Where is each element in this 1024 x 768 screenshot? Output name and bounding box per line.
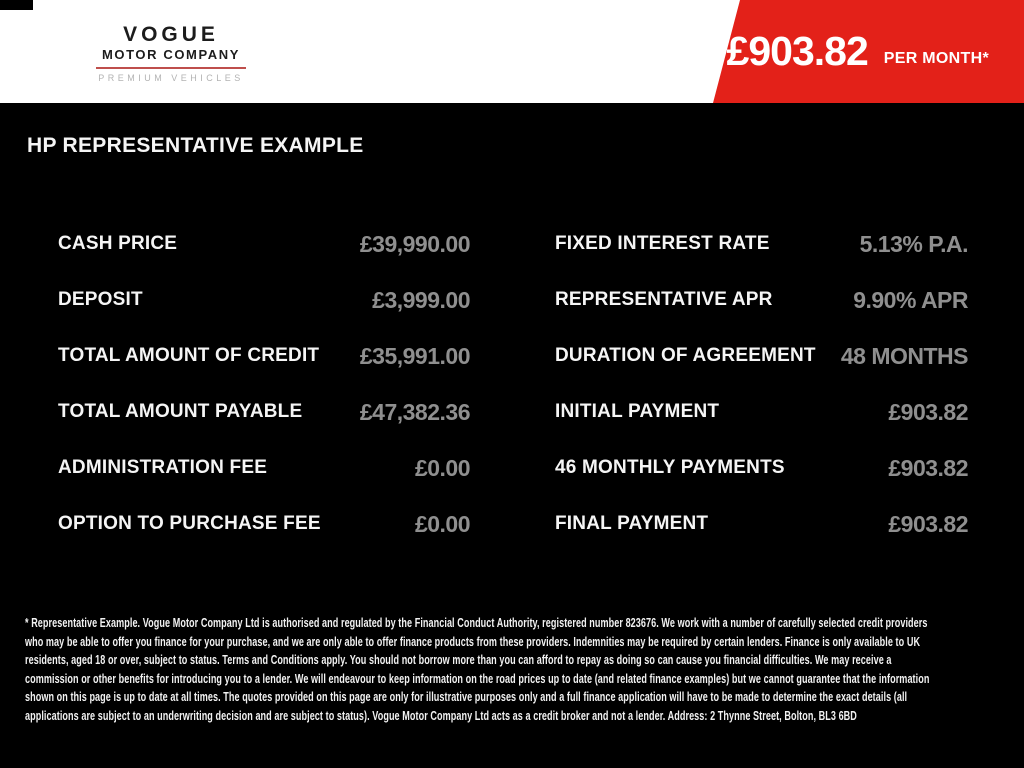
- finance-value: £903.82: [888, 398, 968, 425]
- finance-label: FINAL PAYMENT: [555, 513, 709, 534]
- finance-label: TOTAL AMOUNT OF CREDIT: [58, 345, 320, 366]
- finance-value: £35,991.00: [359, 342, 471, 369]
- finance-row: FIXED INTEREST RATE 5.13% P.A.: [555, 216, 969, 272]
- finance-row: 46 MONTHLY PAYMENTS £903.82: [555, 440, 968, 496]
- finance-row: OPTION TO PURCHASE FEE £0.00: [58, 496, 471, 552]
- finance-row: CASH PRICE £39,990.00: [58, 216, 471, 272]
- finance-value: £0.00: [414, 454, 471, 481]
- finance-label: INITIAL PAYMENT: [555, 401, 720, 422]
- finance-label: REPRESENTATIVE APR: [555, 289, 773, 310]
- logo-subtitle: MOTOR COMPANY: [101, 47, 241, 62]
- finance-row: REPRESENTATIVE APR 9.90% APR: [555, 272, 968, 328]
- finance-row: ADMINISTRATION FEE £0.00: [58, 440, 471, 496]
- finance-value: 5.13% P.A.: [859, 230, 969, 257]
- finance-value: 48 MONTHS: [840, 342, 969, 369]
- finance-row: FINAL PAYMENT £903.82: [555, 496, 968, 552]
- finance-value: £0.00: [414, 510, 471, 537]
- finance-value: £903.82: [888, 454, 968, 481]
- logo-tagline: PREMIUM VEHICLES: [98, 73, 244, 83]
- finance-value: £47,382.36: [359, 398, 471, 425]
- finance-row: INITIAL PAYMENT £903.82: [555, 384, 968, 440]
- finance-label: ADMINISTRATION FEE: [58, 457, 268, 478]
- page-title: HP REPRESENTATIVE EXAMPLE: [27, 134, 364, 157]
- finance-value: £39,990.00: [359, 230, 471, 257]
- top-left-notch: [0, 0, 33, 10]
- header: VOGUE MOTOR COMPANY PREMIUM VEHICLES £90…: [0, 0, 1024, 103]
- finance-column-left: CASH PRICE £39,990.00 DEPOSIT £3,999.00 …: [58, 216, 471, 552]
- logo-name: VOGUE: [123, 23, 219, 46]
- finance-label: DURATION OF AGREEMENT: [555, 345, 816, 366]
- logo-underline: [96, 67, 246, 69]
- price-banner: £903.82 PER MONTH*: [713, 0, 1024, 103]
- disclaimer-block: * Representative Example. Vogue Motor Co…: [25, 614, 985, 734]
- finance-column-right: FIXED INTEREST RATE 5.13% P.A. REPRESENT…: [555, 216, 969, 552]
- finance-value: £3,999.00: [372, 286, 470, 313]
- finance-row: TOTAL AMOUNT OF CREDIT £35,991.00: [58, 328, 471, 384]
- vogue-logo: VOGUE MOTOR COMPANY PREMIUM VEHICLES: [96, 24, 246, 83]
- finance-label: 46 MONTHLY PAYMENTS: [555, 457, 785, 478]
- finance-row: DEPOSIT £3,999.00: [58, 272, 470, 328]
- finance-label: DEPOSIT: [58, 289, 143, 310]
- finance-details-section: HP REPRESENTATIVE EXAMPLE CASH PRICE £39…: [0, 103, 1024, 768]
- finance-row: TOTAL AMOUNT PAYABLE £47,382.36: [58, 384, 471, 440]
- disclaimer-text: * Representative Example. Vogue Motor Co…: [25, 616, 930, 723]
- finance-label: OPTION TO PURCHASE FEE: [58, 513, 321, 534]
- finance-row: DURATION OF AGREEMENT 48 MONTHS: [555, 328, 969, 384]
- finance-value: £903.82: [888, 510, 968, 537]
- monthly-price-period: PER MONTH*: [883, 49, 989, 67]
- finance-label: CASH PRICE: [58, 233, 178, 254]
- finance-label: TOTAL AMOUNT PAYABLE: [58, 401, 303, 422]
- finance-value: 9.90% APR: [853, 286, 968, 313]
- finance-label: FIXED INTEREST RATE: [555, 233, 770, 254]
- monthly-price: £903.82: [726, 28, 869, 74]
